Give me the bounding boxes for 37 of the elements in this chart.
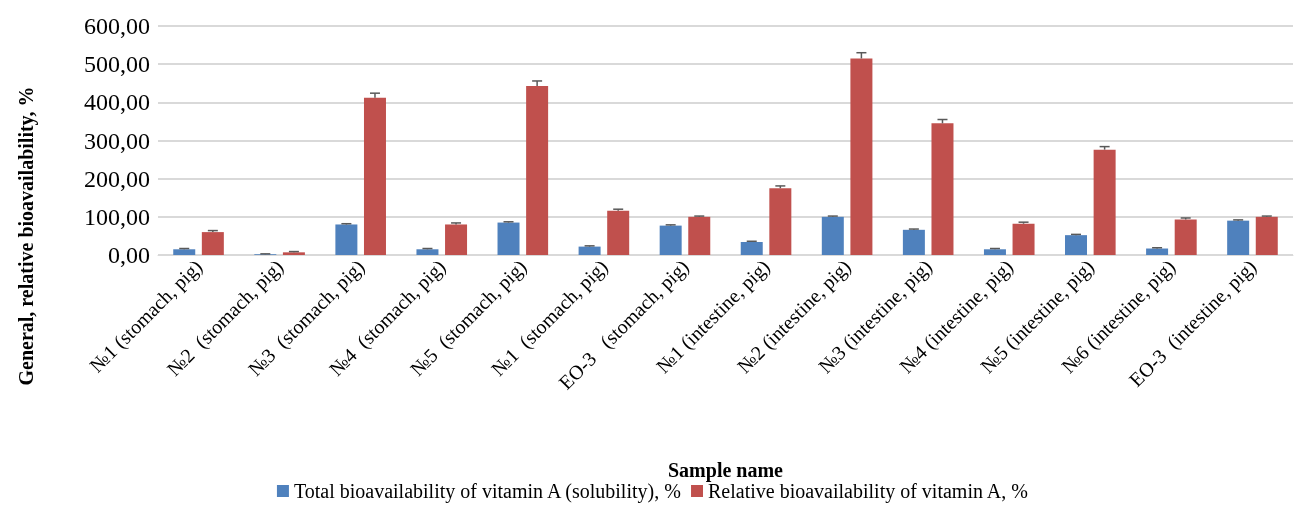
bar — [578, 246, 601, 255]
y-tick-label: 100,00 — [84, 203, 150, 230]
bar — [497, 222, 520, 255]
bar — [1146, 248, 1169, 255]
y-tick-label: 500,00 — [84, 51, 150, 78]
y-tick-label: 0,00 — [108, 242, 150, 268]
bar — [983, 249, 1006, 255]
y-axis-title: General, relative bioavailability, % — [15, 86, 38, 386]
bar — [659, 225, 682, 255]
bar — [740, 242, 763, 255]
legend-label: Total bioavailability of vitamin A (solubility), % — [293, 480, 681, 503]
bar — [688, 216, 711, 255]
x-axis-title: Sample name — [668, 459, 784, 482]
y-tick-label: 400,00 — [84, 89, 150, 116]
bar — [416, 249, 439, 255]
bar — [931, 123, 954, 255]
bar — [850, 58, 873, 255]
bar — [769, 188, 792, 255]
bar — [173, 249, 196, 255]
bar — [821, 216, 844, 255]
y-tick-label: 600,00 — [84, 13, 150, 39]
y-tick-label: 300,00 — [84, 127, 150, 154]
bar — [1065, 235, 1088, 255]
bar — [1093, 149, 1116, 255]
bar — [282, 252, 305, 255]
y-tick-label: 200,00 — [84, 165, 150, 192]
bar — [1227, 220, 1250, 255]
bar — [445, 224, 468, 255]
bar — [526, 85, 549, 255]
bar — [1255, 216, 1278, 255]
bar — [201, 232, 224, 255]
bar — [607, 210, 630, 255]
bar — [1012, 223, 1035, 255]
bar — [335, 224, 358, 255]
bar — [363, 97, 386, 255]
bar — [1174, 219, 1197, 255]
bar — [902, 229, 925, 255]
